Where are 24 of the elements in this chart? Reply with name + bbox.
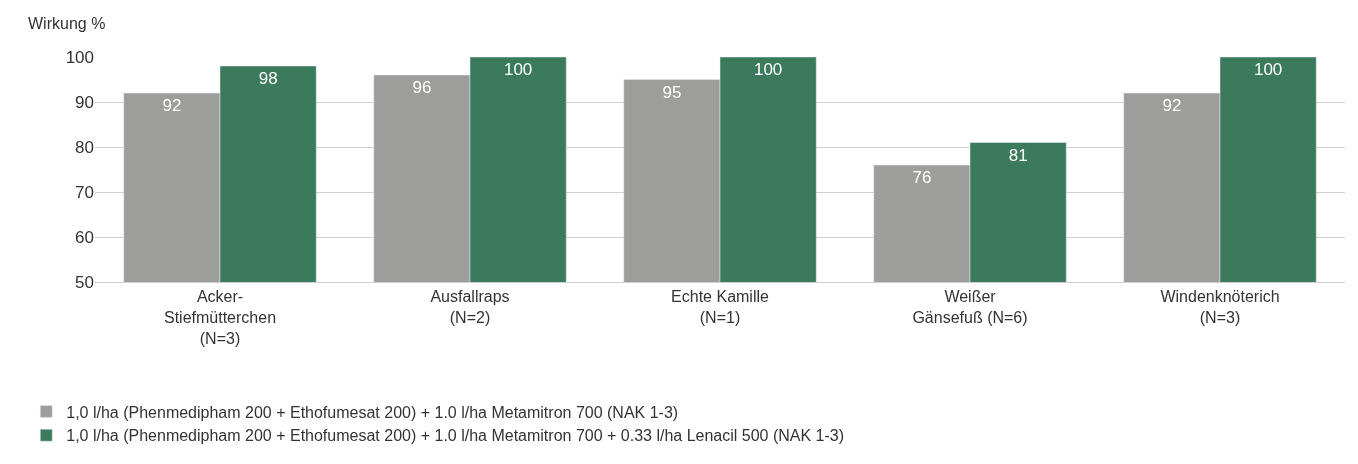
data-label: 100 bbox=[753, 60, 783, 79]
y-tick-label: 50 bbox=[75, 272, 94, 292]
legend-label: 1,0 l/ha (Phenmedipham 200 + Ethofumesat 200) + 1.0 l/ha Metamitron 700 + 0.33 l/ha Lenacil 500 (NAK 1-3) bbox=[66, 427, 845, 445]
x-tick-label: Acker- Stiefmütterchen (N=3) bbox=[163, 288, 277, 347]
y-tick-label: 70 bbox=[75, 182, 94, 202]
x-tick-label: Windenknöterich (N=3) bbox=[1160, 288, 1280, 326]
x-tick-label: Ausfallraps (N=2) bbox=[430, 288, 510, 326]
data-label: 92 bbox=[1162, 96, 1182, 115]
data-label: 100 bbox=[503, 60, 533, 79]
data-label: 95 bbox=[662, 82, 682, 102]
x-tick-label: Weißer Gänsefuß (N=6) bbox=[912, 288, 1028, 326]
y-tick-label: 80 bbox=[75, 137, 94, 157]
y-tick-label: 100 bbox=[65, 47, 94, 67]
legend-label: 1,0 l/ha (Phenmedipham 200 + Ethofumesat 200) + 1.0 l/ha Metamitron 700 (NAK 1-3) bbox=[66, 403, 679, 421]
x-tick-label: Echte Kamille (N=1) bbox=[671, 288, 770, 326]
data-label: 76 bbox=[912, 168, 932, 187]
y-tick-label: 90 bbox=[75, 92, 94, 112]
y-axis-title: Wirkung % bbox=[28, 15, 106, 32]
data-label: 96 bbox=[412, 78, 432, 97]
y-tick-label: 60 bbox=[75, 227, 94, 247]
data-label: 92 bbox=[162, 96, 182, 115]
data-label: 100 bbox=[1253, 60, 1283, 79]
data-label: 81 bbox=[1008, 145, 1028, 165]
data-label: 98 bbox=[258, 69, 278, 88]
